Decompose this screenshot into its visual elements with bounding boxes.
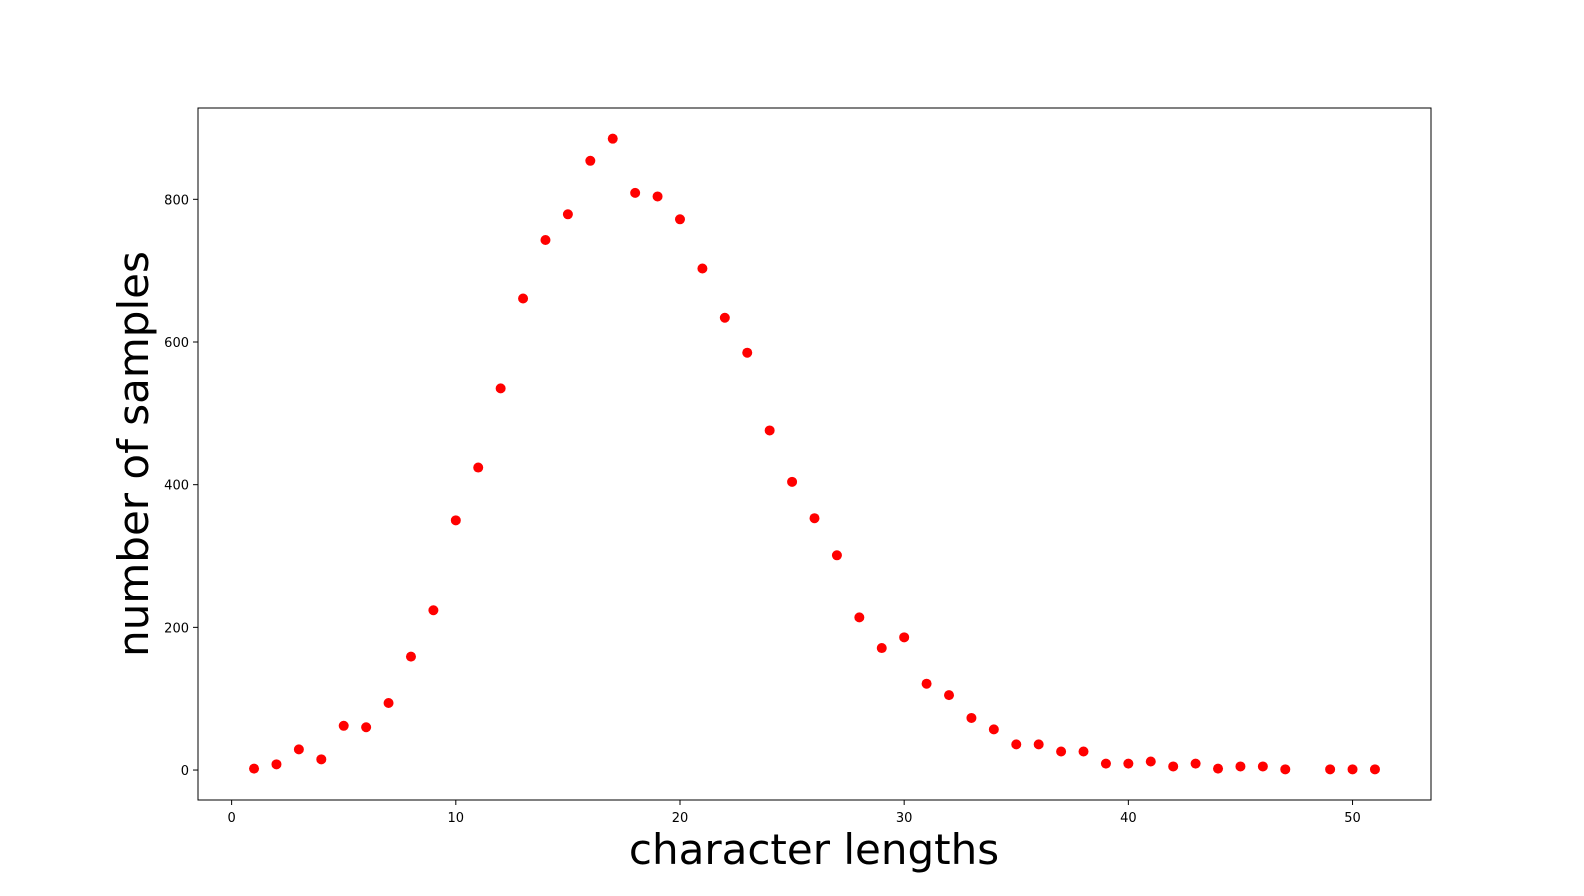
data-point: [428, 605, 439, 616]
data-point: [518, 293, 529, 304]
data-point: [540, 234, 551, 245]
data-point: [585, 155, 596, 166]
y-axis-ticks: 0 200 400 600 800: [164, 193, 198, 779]
data-point: [607, 133, 618, 144]
data-point: [944, 690, 955, 701]
x-tick-label: 50: [1344, 811, 1361, 826]
data-point: [719, 312, 730, 323]
data-point: [1033, 739, 1044, 750]
y-tick-label: 600: [164, 336, 189, 351]
data-point: [988, 724, 999, 735]
data-point: [1280, 764, 1291, 775]
data-point: [1078, 746, 1089, 757]
data-point: [1257, 761, 1268, 772]
data-point: [1235, 761, 1246, 772]
data-point: [1100, 758, 1111, 769]
y-tick-label: 400: [164, 479, 189, 494]
data-point: [674, 214, 685, 225]
data-point: [316, 754, 327, 765]
data-point: [495, 383, 506, 394]
data-point: [361, 722, 372, 733]
data-point: [405, 651, 416, 662]
data-point: [1011, 739, 1022, 750]
y-axis-title: number of samples: [109, 251, 158, 657]
data-point: [921, 678, 932, 689]
data-point: [338, 720, 349, 731]
data-point: [1325, 764, 1336, 775]
data-point: [1213, 763, 1224, 774]
x-tick-label: 40: [1120, 811, 1137, 826]
x-axis-ticks: 0 10 20 30 40 50: [227, 800, 1361, 826]
data-point: [450, 515, 461, 526]
data-point: [1123, 758, 1134, 769]
data-point: [473, 462, 484, 473]
data-point: [630, 187, 641, 198]
data-point: [899, 632, 910, 643]
data-point: [966, 712, 977, 723]
data-point: [293, 744, 304, 755]
x-axis-title: character lengths: [629, 825, 999, 874]
x-tick-label: 10: [448, 811, 465, 826]
data-point: [1369, 764, 1380, 775]
data-point: [1168, 761, 1179, 772]
data-point: [383, 697, 394, 708]
data-points: [249, 133, 1380, 775]
plot-area: [197, 107, 1432, 801]
data-point: [876, 643, 887, 654]
data-point: [742, 347, 753, 358]
data-point: [1190, 758, 1201, 769]
data-point: [764, 425, 775, 436]
data-point: [787, 476, 798, 487]
data-point: [809, 513, 820, 524]
data-point: [1347, 764, 1358, 775]
x-tick-label: 20: [672, 811, 689, 826]
y-tick-label: 0: [181, 764, 189, 779]
x-tick-label: 0: [227, 811, 235, 826]
data-point: [697, 263, 708, 274]
data-point: [562, 209, 573, 220]
data-point: [1056, 746, 1067, 757]
data-point: [271, 759, 282, 770]
y-tick-label: 200: [164, 621, 189, 636]
y-tick-label: 800: [164, 193, 189, 208]
x-tick-label: 30: [896, 811, 913, 826]
data-point: [652, 191, 663, 202]
data-point: [854, 612, 865, 623]
data-point: [831, 550, 842, 561]
data-point: [1145, 756, 1156, 767]
data-point: [249, 763, 260, 774]
